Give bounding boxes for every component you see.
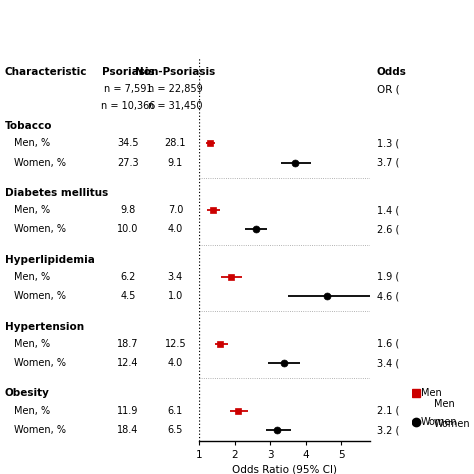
Text: 4.5: 4.5 [120, 292, 136, 301]
Text: Men: Men [434, 399, 455, 409]
Text: 1.4 (: 1.4 ( [377, 205, 399, 215]
Text: Hyperlipidemia: Hyperlipidemia [5, 255, 95, 264]
Text: 11.9: 11.9 [117, 406, 139, 416]
Text: Odds: Odds [377, 67, 407, 77]
Text: Men, %: Men, % [14, 138, 50, 148]
Text: 4.6 (: 4.6 ( [377, 292, 399, 301]
Text: Women, %: Women, % [14, 157, 66, 168]
Text: 1.3 (: 1.3 ( [377, 138, 399, 148]
Text: Men, %: Men, % [14, 205, 50, 215]
Text: 3.4 (: 3.4 ( [377, 358, 399, 368]
Text: Women, %: Women, % [14, 224, 66, 235]
Text: Psoriasis: Psoriasis [101, 67, 155, 77]
Text: Women, %: Women, % [14, 425, 66, 435]
Text: 1.9 (: 1.9 ( [377, 272, 399, 282]
Text: Characteristic: Characteristic [5, 67, 87, 77]
Text: n = 22,859: n = 22,859 [148, 84, 203, 94]
Text: 6.2: 6.2 [120, 272, 136, 282]
Text: Women: Women [434, 419, 470, 428]
Text: 27.3: 27.3 [117, 157, 139, 168]
Text: OR (: OR ( [377, 84, 400, 94]
Text: n = 10,366: n = 10,366 [101, 101, 155, 111]
Text: 4.0: 4.0 [168, 224, 183, 235]
Text: 2.1 (: 2.1 ( [377, 406, 399, 416]
Text: Women: Women [421, 417, 457, 427]
Text: 12.4: 12.4 [117, 358, 139, 368]
X-axis label: Odds Ratio (95% CI): Odds Ratio (95% CI) [232, 464, 337, 474]
Text: Women, %: Women, % [14, 358, 66, 368]
Text: Men, %: Men, % [14, 406, 50, 416]
Text: n = 31,450: n = 31,450 [148, 101, 202, 111]
Text: 3.4: 3.4 [168, 272, 183, 282]
Text: 28.1: 28.1 [164, 138, 186, 148]
Text: n = 7,591: n = 7,591 [104, 84, 152, 94]
Text: Men: Men [421, 388, 441, 399]
Text: 18.7: 18.7 [117, 339, 139, 349]
Text: 1.6 (: 1.6 ( [377, 339, 399, 349]
Text: Tobacco: Tobacco [5, 121, 52, 131]
Text: Diabetes mellitus: Diabetes mellitus [5, 188, 108, 198]
Text: Women, %: Women, % [14, 292, 66, 301]
Text: 6.5: 6.5 [168, 425, 183, 435]
Text: 9.8: 9.8 [120, 205, 136, 215]
Text: 10.0: 10.0 [117, 224, 139, 235]
Text: 6.1: 6.1 [168, 406, 183, 416]
Text: Obesity: Obesity [5, 388, 50, 398]
Text: Men, %: Men, % [14, 272, 50, 282]
Text: 3.7 (: 3.7 ( [377, 157, 399, 168]
Text: 7.0: 7.0 [168, 205, 183, 215]
Text: Hypertension: Hypertension [5, 321, 84, 331]
Text: 9.1: 9.1 [168, 157, 183, 168]
Text: 1.0: 1.0 [168, 292, 183, 301]
Text: 34.5: 34.5 [117, 138, 139, 148]
Text: 12.5: 12.5 [164, 339, 186, 349]
Text: Non-Psoriasis: Non-Psoriasis [135, 67, 216, 77]
Text: 18.4: 18.4 [117, 425, 139, 435]
Text: 4.0: 4.0 [168, 358, 183, 368]
Text: Men, %: Men, % [14, 339, 50, 349]
Text: 2.6 (: 2.6 ( [377, 224, 399, 235]
Text: 3.2 (: 3.2 ( [377, 425, 399, 435]
